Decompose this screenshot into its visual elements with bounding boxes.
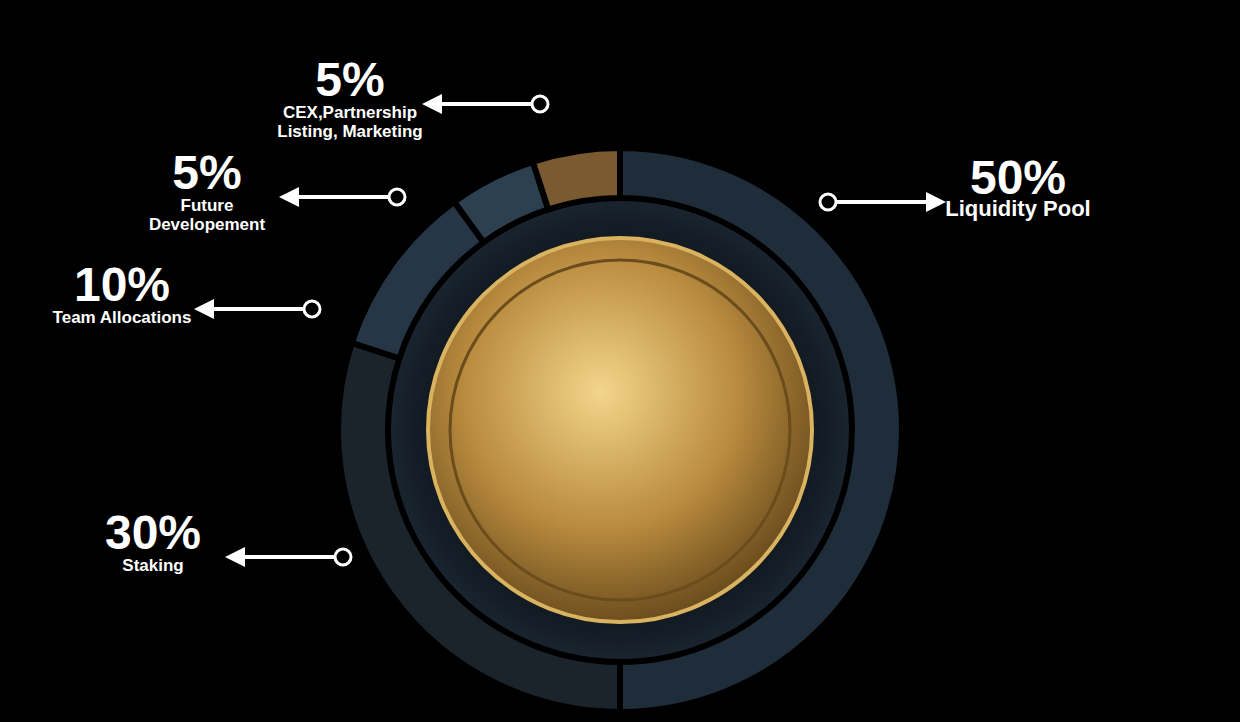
svg-text:Team Allocations: Team Allocations bbox=[53, 308, 192, 327]
svg-text:Developement: Developement bbox=[149, 215, 266, 234]
svg-text:Future: Future bbox=[181, 196, 234, 215]
svg-text:10%: 10% bbox=[74, 258, 170, 311]
svg-text:Staking: Staking bbox=[122, 556, 183, 575]
svg-text:CEX,Partnership: CEX,Partnership bbox=[283, 103, 417, 122]
svg-text:Listing, Marketing: Listing, Marketing bbox=[277, 122, 422, 141]
svg-text:5%: 5% bbox=[315, 53, 384, 106]
svg-text:50%: 50% bbox=[970, 151, 1066, 204]
svg-text:Liquidity Pool: Liquidity Pool bbox=[945, 196, 1090, 221]
svg-text:30%: 30% bbox=[105, 506, 201, 559]
svg-text:5%: 5% bbox=[172, 146, 241, 199]
